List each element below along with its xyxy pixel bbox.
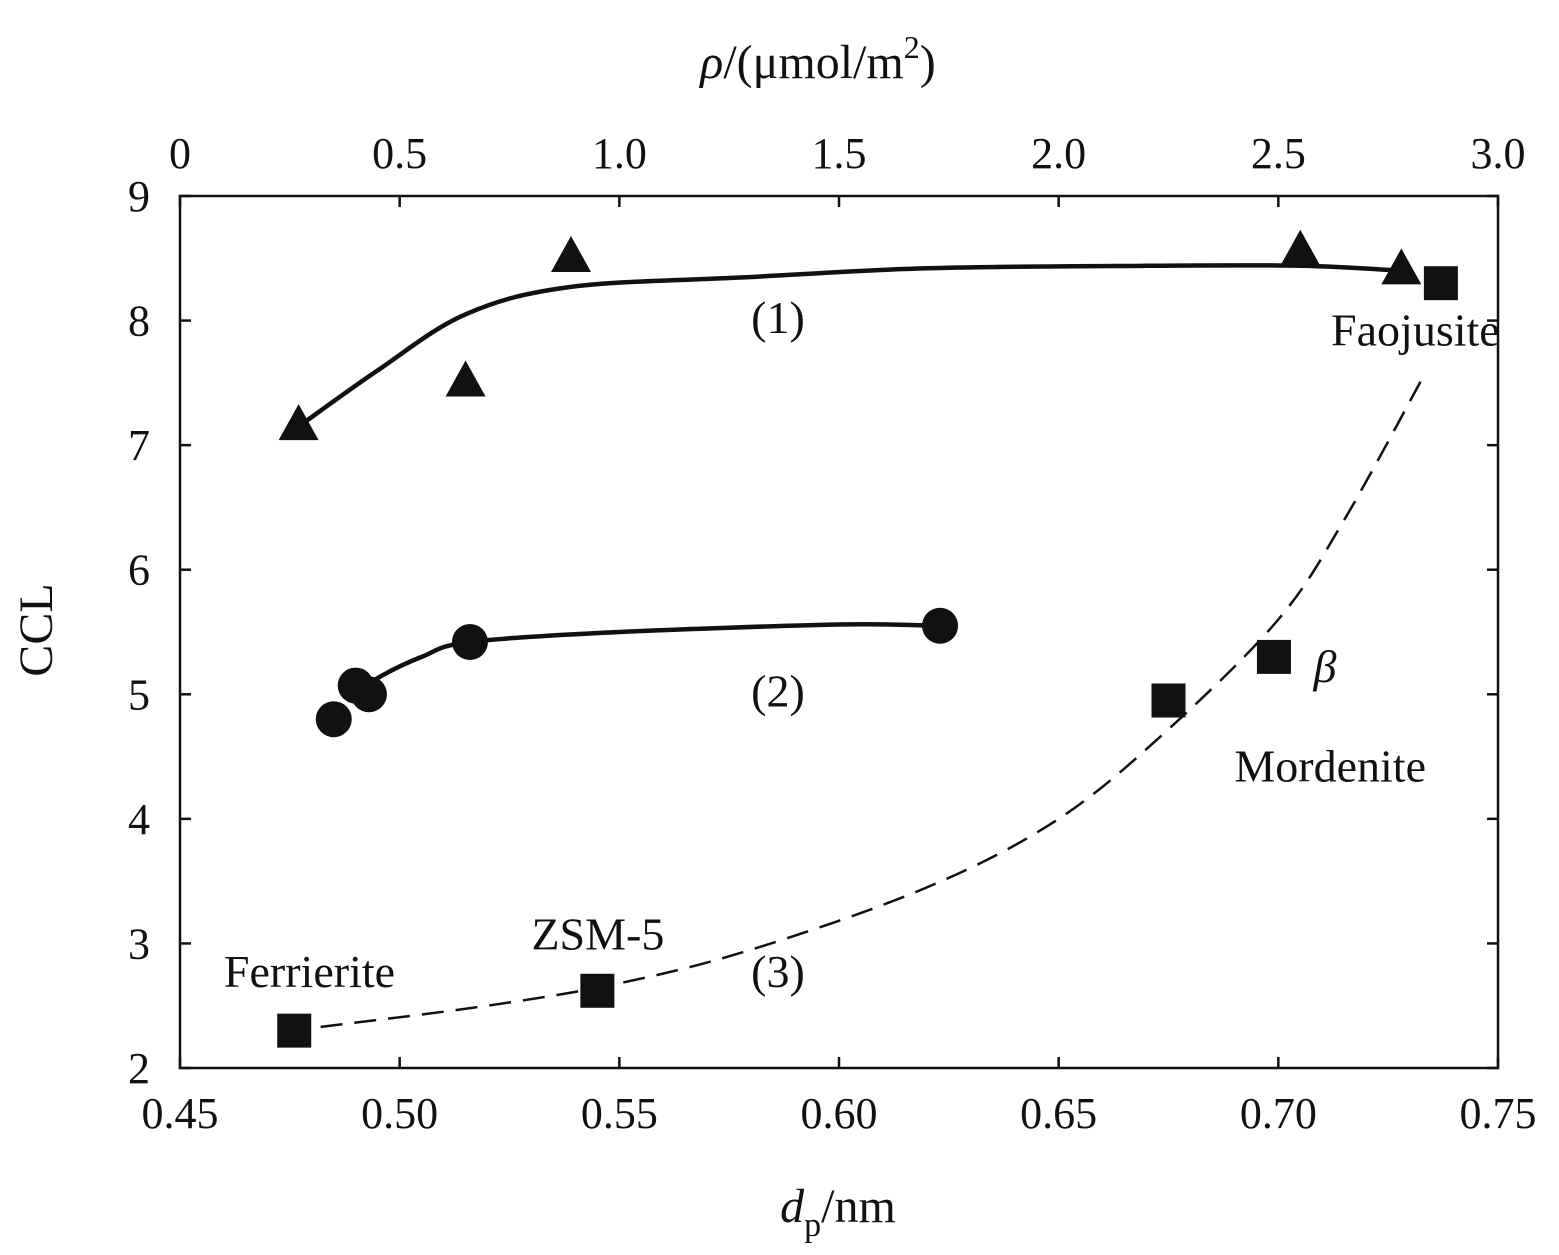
y-tick-label: 3 — [128, 919, 150, 968]
y-tick-label: 5 — [128, 670, 150, 719]
x-tick-label: 0.55 — [581, 1089, 658, 1138]
square-marker — [1423, 266, 1458, 301]
square-marker — [580, 973, 615, 1008]
y-tick-label: 2 — [128, 1044, 150, 1093]
y-axis-title: CCL — [10, 583, 63, 676]
x2-tick-label: 1.0 — [592, 129, 647, 178]
markers — [277, 229, 1458, 1048]
triangle-marker — [278, 404, 319, 441]
annotation-label: (3) — [751, 946, 805, 997]
x-axis-title: dp/nm — [780, 1180, 896, 1244]
x-tick-label: 0.60 — [801, 1089, 878, 1138]
plot-frame — [178, 194, 1500, 1070]
triangle-marker — [551, 235, 592, 272]
annotation-label: Ferrierite — [224, 946, 395, 997]
x2-tick-label: 3.0 — [1471, 129, 1526, 178]
x-tick-label: 0.70 — [1240, 1089, 1317, 1138]
y-tick-label: 6 — [128, 546, 150, 595]
triangle-marker — [1381, 248, 1422, 285]
square-marker — [277, 1013, 312, 1048]
y-tick-label: 8 — [128, 297, 150, 346]
series-1-curve — [297, 263, 1402, 429]
plot-border — [178, 194, 1500, 1070]
ticks: 0.45 0.50 0.55 0.60 0.65 0.70 0.75 0 0.5 1.0 1.5 2.… — [128, 129, 1537, 1138]
y-tick-label: 9 — [128, 172, 150, 221]
x-tick-label: 0.45 — [142, 1089, 219, 1138]
series-3-curve — [320, 375, 1425, 1029]
y-tick-label: 7 — [128, 421, 150, 470]
annotation-label: ZSM-5 — [531, 909, 664, 960]
x-tick-label: 0.65 — [1020, 1089, 1097, 1138]
circle-marker — [315, 701, 352, 738]
x-tick-label: 0.50 — [361, 1089, 438, 1138]
y-tick-label: 4 — [128, 795, 150, 844]
annotations: (1) (2) (3) Ferrierite ZSM-5 Mordenite β Faojus… — [224, 292, 1500, 997]
x2-tick-label: 1.5 — [812, 129, 867, 178]
x2-tick-label: 0.5 — [372, 129, 427, 178]
square-marker — [1256, 639, 1291, 674]
circle-marker — [350, 676, 387, 713]
annotation-label: Mordenite — [1234, 740, 1426, 791]
annotation-label: Faojusite — [1331, 304, 1500, 355]
x2-tick-label: 2.0 — [1031, 129, 1086, 178]
annotation-label: (2) — [751, 666, 805, 717]
circle-marker — [451, 623, 488, 660]
x-tick-label: 0.75 — [1460, 1089, 1537, 1138]
x2-axis-title: ρ/(μmol/m2) — [698, 29, 935, 89]
triangle-marker — [445, 360, 486, 397]
triangle-marker — [1280, 229, 1321, 266]
series-2-curve — [345, 621, 941, 703]
x2-tick-label: 0 — [169, 129, 191, 178]
square-marker — [1151, 683, 1186, 718]
curves — [297, 263, 1425, 1029]
annotation-label: β — [1312, 641, 1336, 692]
x2-tick-label: 2.5 — [1251, 129, 1306, 178]
circle-marker — [922, 607, 959, 644]
annotation-label: (1) — [751, 292, 805, 343]
